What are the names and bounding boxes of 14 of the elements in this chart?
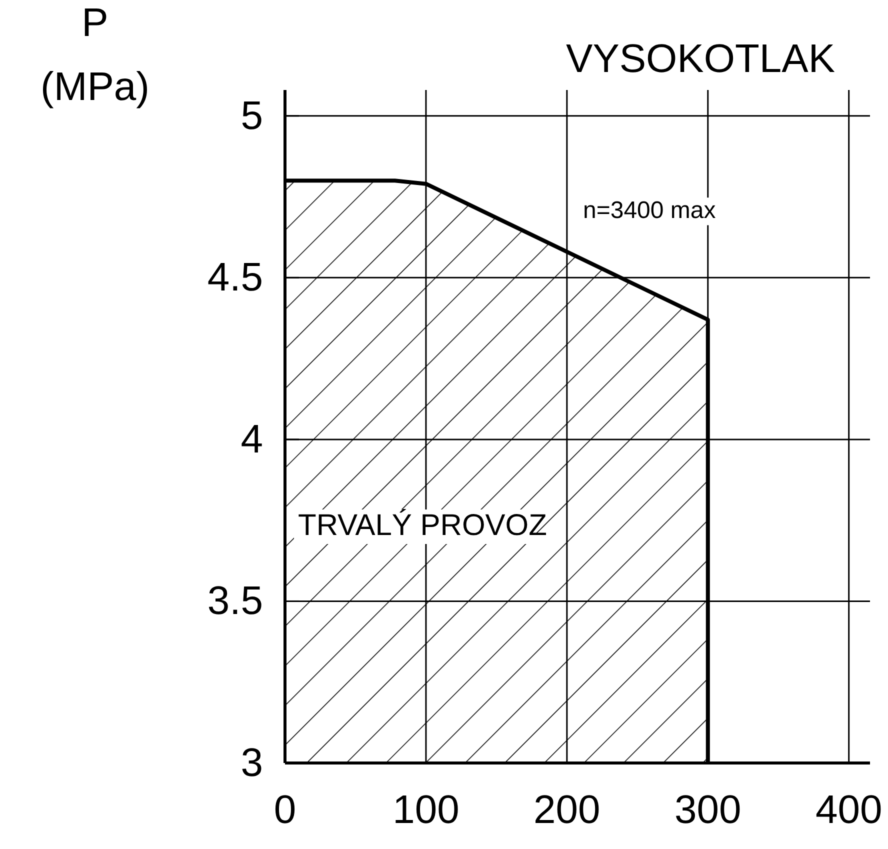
- y-axis-title: P (MPa): [40, 1, 150, 109]
- y-tick-label: 4.5: [207, 256, 263, 300]
- y-tick-label: 4: [240, 417, 263, 462]
- y-tick-label: 3.5: [207, 579, 263, 624]
- annotation: TRVALÝ PROVOZ: [298, 508, 547, 542]
- annotation: n=3400 max: [583, 197, 716, 224]
- chart-title: VYSOKOTLAK: [566, 37, 836, 81]
- x-tick-label: 100: [392, 788, 460, 832]
- x-tick-label: 0: [274, 788, 296, 832]
- x-tick-label: 400: [815, 788, 882, 832]
- y-tick-label: 3: [240, 741, 263, 785]
- x-tick-label: 200: [534, 788, 600, 832]
- x-tick-label: 300: [674, 788, 742, 832]
- y-tick-label: 5: [240, 94, 263, 138]
